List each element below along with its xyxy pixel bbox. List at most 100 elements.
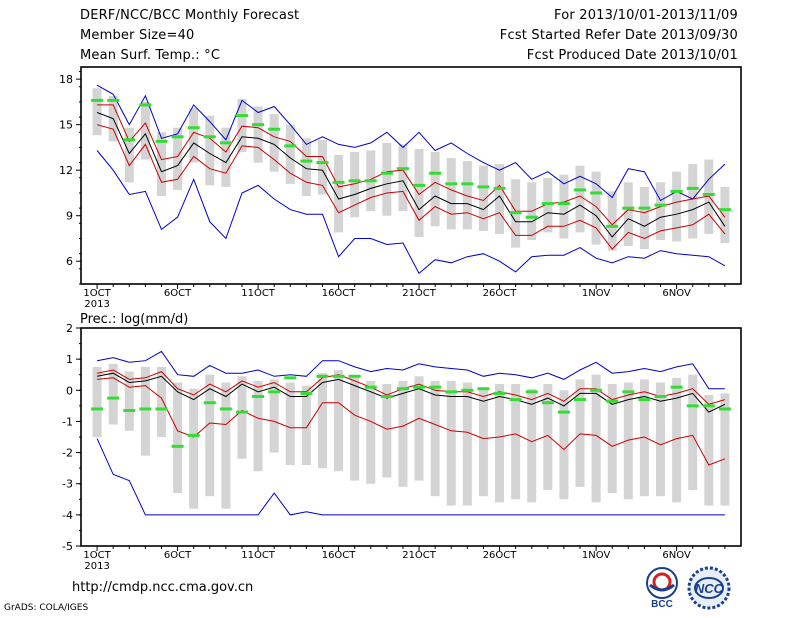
y-tick-label: 12 (59, 164, 73, 177)
ensemble-min-line (96, 438, 725, 516)
x-year-label: 2013 (84, 561, 109, 572)
ensemble-spread-bar (623, 182, 633, 247)
observed-value-marker (268, 127, 281, 131)
source-url[interactable]: http://cmdp.ncc.cma.gov.cn (72, 580, 254, 595)
observed-value-marker (622, 206, 635, 210)
ensemble-spread-bar (237, 376, 247, 459)
ensemble-spread-bar (124, 127, 134, 183)
ensemble-spread-bar (334, 155, 344, 233)
ensemble-spread-bar (559, 390, 569, 500)
x-tick-label: 11OCT (241, 288, 276, 299)
ensemble-spread-bar (672, 171, 682, 242)
ensemble-spread-bar (430, 151, 440, 227)
ncc-logo-text: NCC (695, 581, 724, 596)
observed-value-marker (203, 401, 216, 405)
ensemble-spread-bar (269, 114, 279, 172)
ensemble-spread-bar (205, 115, 215, 186)
ensemble-spread-bar (656, 382, 666, 497)
ensemble-spread-bar (350, 376, 360, 481)
bcc-logo: BCC (646, 567, 678, 609)
observed-value-marker (139, 103, 152, 107)
y-tick-label: -4 (62, 509, 73, 522)
observed-value-marker (541, 202, 554, 206)
observed-value-marker (252, 395, 265, 399)
ensemble-spread-bar (92, 366, 102, 437)
ensemble-spread-bar (301, 138, 311, 196)
panel-title: Prec.: log(mm/d) (80, 312, 188, 327)
observed-value-marker (332, 180, 345, 184)
ensemble-minus-std-line (96, 124, 726, 250)
ensemble-spread-bar (285, 124, 295, 184)
observed-value-marker (638, 398, 651, 402)
ensemble-spread-bar (623, 382, 633, 500)
observed-value-marker (235, 410, 248, 414)
ensemble-spread-bar (221, 382, 231, 509)
ensemble-spread-bar (92, 88, 102, 136)
ensemble-spread-bar (269, 379, 279, 453)
ensemble-spread-bar (237, 98, 247, 152)
ensemble-spread-bar (446, 158, 456, 230)
forecast-started-date: Fcst Started Refer Date 2013/09/30 (499, 28, 738, 43)
ensemble-spread-bar (398, 144, 408, 212)
ensemble-spread-bar (607, 191, 617, 251)
observed-value-marker (155, 139, 168, 143)
ensemble-spread-bar (414, 376, 424, 481)
forecast-period: For 2013/10/01-2013/11/09 (554, 8, 738, 23)
ensemble-min-line (96, 150, 726, 275)
observed-value-marker (493, 391, 506, 395)
observed-value-marker (590, 191, 603, 195)
ensemble-spread-bar (575, 379, 585, 487)
y-tick-label: 15 (59, 119, 73, 132)
ensemble-spread-bar (140, 101, 150, 160)
observed-value-marker (557, 202, 570, 206)
observed-value-marker (91, 98, 104, 102)
observed-value-marker (413, 385, 426, 389)
observed-value-marker (509, 398, 522, 402)
ensemble-spread-bar (156, 366, 166, 437)
ensemble-spread-bar (108, 363, 118, 425)
x-year-label: 2013 (84, 299, 109, 310)
x-tick-label: 16OCT (322, 550, 357, 561)
observed-value-marker (445, 390, 458, 394)
observed-value-marker (509, 211, 522, 215)
observed-value-marker (718, 208, 731, 212)
observed-value-marker (718, 407, 731, 411)
ensemble-spread-bar (189, 107, 199, 163)
observed-value-marker (300, 391, 313, 395)
ensemble-spread-bar (398, 380, 408, 487)
observed-value-marker (123, 409, 136, 413)
x-tick-label: 6OCT (164, 288, 192, 299)
observed-value-marker (445, 182, 458, 186)
ensemble-plus-std-line (97, 104, 726, 226)
observed-value-marker (654, 203, 667, 207)
observed-value-marker (91, 407, 104, 411)
x-tick-label: 6OCT (164, 550, 192, 561)
observed-value-marker (429, 385, 442, 389)
ensemble-spread-bar (639, 186, 649, 250)
x-tick-label: 6NOV (662, 288, 691, 299)
observed-value-marker (574, 188, 587, 192)
x-tick-label: 21OCT (402, 288, 437, 299)
observed-value-marker (557, 410, 570, 414)
ensemble-spread-bar (156, 132, 166, 196)
ensemble-spread-bar (543, 177, 553, 233)
ensemble-spread-bar (543, 384, 553, 490)
ensemble-spread-bar (704, 394, 714, 506)
ensemble-spread-bar (672, 377, 682, 503)
observed-value-marker (171, 135, 184, 139)
y-tick-label: 6 (66, 255, 73, 268)
ensemble-spread-bar (317, 373, 327, 469)
ensemble-spread-bar (720, 186, 730, 244)
ensemble-spread-bar (639, 379, 649, 497)
y-tick-label: -3 (62, 478, 73, 491)
observed-value-marker (606, 224, 619, 228)
observed-value-marker (187, 433, 200, 437)
observed-value-marker (541, 401, 554, 405)
ensemble-spread-bar (366, 380, 376, 484)
observed-value-marker (203, 135, 216, 139)
observed-value-marker (413, 183, 426, 187)
observed-value-marker (380, 395, 393, 399)
observed-value-marker (686, 404, 699, 408)
